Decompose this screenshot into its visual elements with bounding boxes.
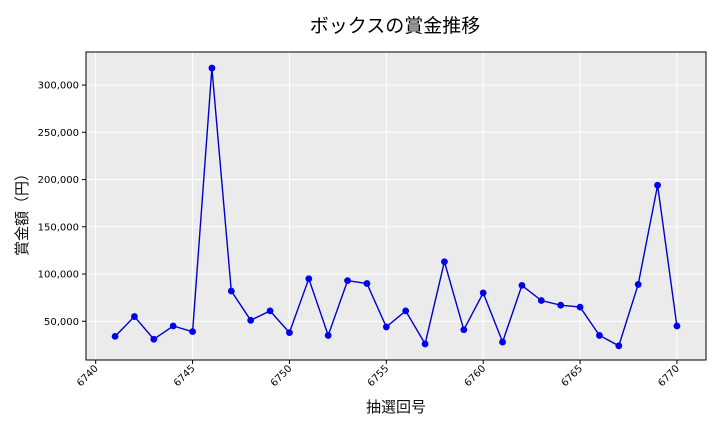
y-tick-label: 150,000 <box>38 222 79 233</box>
x-axis-label: 抽選回号 <box>366 398 426 416</box>
y-tick-label: 100,000 <box>38 270 79 281</box>
data-point <box>460 326 468 334</box>
data-point <box>499 338 506 346</box>
data-point <box>169 322 177 330</box>
series-layer <box>111 64 681 350</box>
data-point <box>634 281 642 288</box>
data-point <box>189 328 196 336</box>
data-point <box>111 332 119 340</box>
data-point <box>286 329 293 337</box>
x-tick-label: 6740 <box>75 363 101 389</box>
data-point <box>479 289 487 297</box>
data-point <box>208 64 216 72</box>
data-point <box>382 323 390 331</box>
data-point <box>557 301 565 309</box>
data-point <box>324 332 332 339</box>
y-tick-label: 300,000 <box>38 81 79 92</box>
data-point <box>673 322 681 330</box>
data-point <box>421 340 429 348</box>
data-point <box>402 307 410 315</box>
data-point <box>150 335 158 343</box>
data-point <box>441 258 448 266</box>
x-tick-label: 6760 <box>463 363 489 389</box>
y-axis-label: 賞金額（円） <box>13 166 31 256</box>
grid-lines <box>86 52 706 360</box>
y-tick-label: 250,000 <box>38 128 79 139</box>
x-tick-label: 6750 <box>269 363 295 389</box>
y-tick-label: 200,000 <box>38 175 79 186</box>
data-point <box>266 307 274 315</box>
data-point <box>247 316 255 324</box>
x-tick-label: 6745 <box>172 363 198 389</box>
plot-area <box>86 52 706 360</box>
x-tick-label: 6770 <box>656 363 682 389</box>
data-point <box>596 332 603 339</box>
data-point <box>537 297 545 304</box>
plot-frame <box>85 51 707 361</box>
data-point <box>576 303 584 311</box>
data-point <box>518 281 526 289</box>
series-line <box>114 68 678 347</box>
data-point <box>615 342 623 350</box>
x-tick-label: 6765 <box>559 363 585 389</box>
data-point <box>363 280 371 287</box>
y-tick-label: 50,000 <box>44 317 79 328</box>
data-point <box>654 181 661 189</box>
data-point <box>131 313 138 320</box>
data-point <box>344 277 351 285</box>
x-tick-label: 6755 <box>366 363 392 389</box>
chart-title: ボックスの賞金推移 <box>310 15 480 37</box>
data-point <box>305 275 313 283</box>
data-point <box>227 287 235 295</box>
